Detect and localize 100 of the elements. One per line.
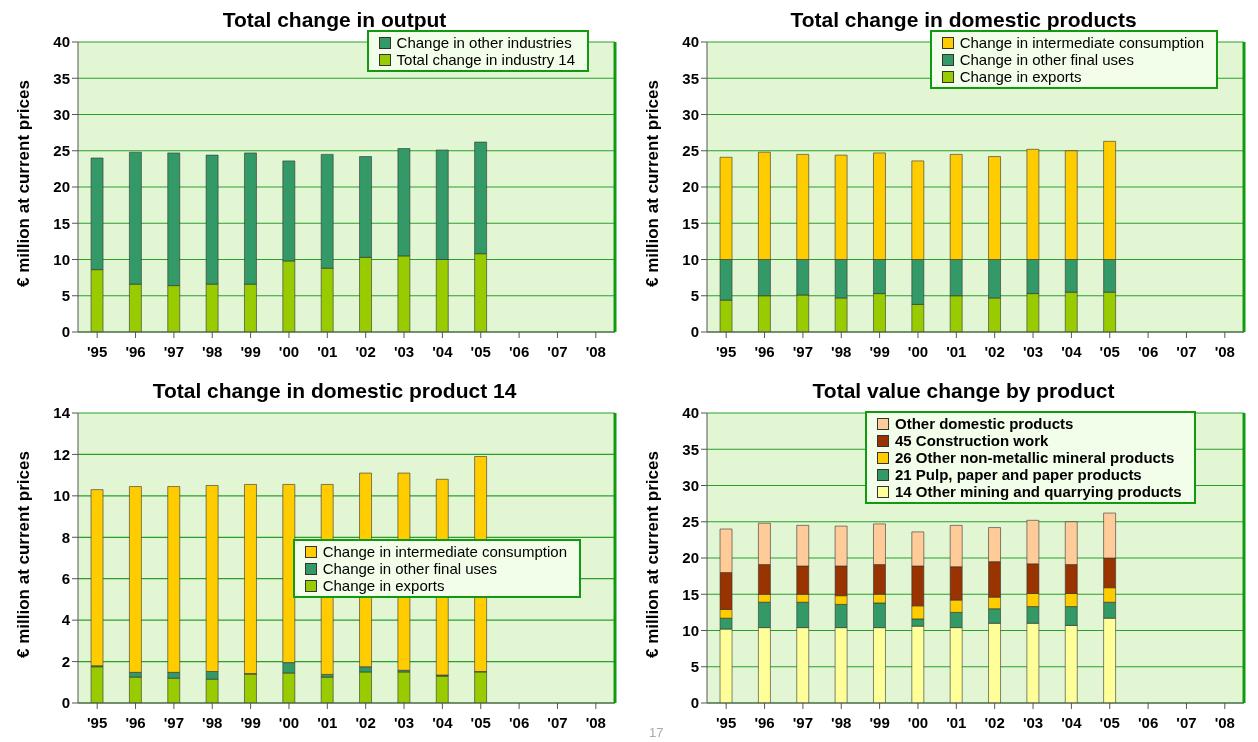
y-tick-label: 0	[61, 694, 70, 712]
x-tick-label: '07	[547, 713, 568, 731]
y-axis-title: € million at current prices	[643, 80, 663, 287]
x-tick-label: '98	[831, 342, 852, 360]
x-tick-label: '96	[125, 342, 146, 360]
y-tick-label: 2	[61, 652, 70, 670]
x-tick-label: '08	[1214, 342, 1235, 360]
x-tick-label: '95	[87, 342, 108, 360]
x-tick-label: '04	[432, 342, 454, 360]
x-tick-label: '99	[869, 713, 890, 731]
legend-label: 21 Pulp, paper and paper products	[894, 466, 1143, 483]
legend-label: 45 Construction work	[894, 432, 1050, 449]
x-tick-label: '02	[355, 713, 376, 731]
x-tick-label: '99	[869, 342, 890, 360]
y-tick-label: 20	[682, 178, 699, 196]
x-tick-label: '03	[393, 713, 415, 731]
y-tick-label: 30	[682, 476, 699, 494]
legend-label: Change in exports	[321, 577, 446, 594]
y-tick-label: 0	[61, 323, 70, 341]
legend-label: Change in other final uses	[958, 51, 1135, 68]
x-tick-label: '04	[1061, 342, 1083, 360]
y-tick-label: 25	[682, 142, 699, 160]
y-tick-label: 40	[682, 404, 699, 422]
x-tick-label: '95	[716, 342, 737, 360]
y-tick-label: 5	[61, 287, 70, 305]
x-tick-label: '99	[240, 342, 261, 360]
legend-label: Change in other industries	[395, 34, 573, 51]
y-tick-label: 10	[682, 250, 699, 268]
legend-label: Change in other final uses	[321, 560, 498, 577]
x-tick-label: '00	[907, 713, 929, 731]
y-tick-label: 10	[682, 621, 699, 639]
x-tick-label: '95	[87, 713, 108, 731]
y-tick-label: 10	[53, 250, 70, 268]
x-tick-label: '08	[585, 713, 606, 731]
y-tick-label: 8	[61, 528, 70, 546]
legend-label: Change in intermediate consumption	[321, 543, 567, 560]
chart-title: Total change in domestic products	[790, 8, 1137, 31]
x-tick-label: '96	[754, 713, 775, 731]
legend-label: 26 Other non-metallic mineral products	[894, 449, 1176, 466]
y-tick-label: 15	[682, 214, 699, 232]
y-tick-label: 20	[53, 178, 70, 196]
x-tick-label: '01	[946, 713, 967, 731]
x-tick-label: '01	[317, 342, 338, 360]
x-tick-label: '97	[792, 342, 814, 360]
x-tick-label: '02	[984, 342, 1005, 360]
x-tick-label: '05	[470, 713, 491, 731]
y-axis-title: € million at current prices	[14, 451, 34, 658]
y-tick-label: 4	[61, 611, 71, 629]
x-tick-label: '05	[1099, 342, 1120, 360]
legend-label: 14 Other mining and quarrying products	[894, 483, 1182, 500]
x-tick-label: '97	[163, 713, 185, 731]
y-tick-label: 35	[682, 440, 699, 458]
x-tick-label: '03	[1022, 342, 1044, 360]
y-tick-label: 6	[61, 570, 70, 588]
x-tick-label: '06	[508, 342, 530, 360]
y-tick-label: 35	[53, 69, 70, 87]
y-tick-label: 12	[53, 445, 70, 463]
x-tick-label: '05	[1099, 713, 1120, 731]
y-tick-label: 10	[53, 487, 70, 505]
y-tick-label: 35	[682, 69, 699, 87]
x-tick-label: '97	[163, 342, 185, 360]
legend-label: Total change in industry 14	[395, 51, 575, 68]
x-tick-label: '98	[831, 713, 852, 731]
x-tick-label: '98	[202, 713, 223, 731]
y-axis-title: € million at current prices	[14, 80, 34, 287]
x-tick-label: '98	[202, 342, 223, 360]
x-tick-label: '02	[984, 713, 1005, 731]
x-tick-label: '07	[1176, 342, 1197, 360]
y-tick-label: 30	[53, 105, 70, 123]
x-tick-label: '06	[508, 713, 530, 731]
x-tick-label: '99	[240, 713, 261, 731]
x-tick-label: '95	[716, 713, 737, 731]
chart-title: Total change in output	[222, 8, 447, 31]
y-tick-label: 5	[690, 287, 699, 305]
legend-label: Other domestic products	[894, 415, 1075, 432]
x-tick-label: '07	[547, 342, 568, 360]
x-tick-label: '05	[470, 342, 491, 360]
x-tick-label: '08	[585, 342, 606, 360]
legend-label: Change in intermediate consumption	[958, 34, 1204, 51]
y-tick-label: 0	[690, 323, 699, 341]
text: 17	[649, 725, 664, 740]
x-tick-label: '03	[393, 342, 415, 360]
x-tick-label: '04	[1061, 713, 1083, 731]
y-tick-label: 40	[682, 33, 699, 51]
x-tick-label: '07	[1176, 713, 1197, 731]
x-tick-label: '08	[1214, 713, 1235, 731]
y-tick-label: 14	[53, 404, 71, 422]
x-tick-label: '02	[355, 342, 376, 360]
y-tick-label: 25	[682, 513, 699, 531]
x-tick-label: '96	[754, 342, 775, 360]
y-tick-label: 5	[690, 658, 699, 676]
legend-label: Change in exports	[958, 68, 1083, 85]
y-tick-label: 25	[53, 142, 70, 160]
x-tick-label: '04	[432, 713, 454, 731]
x-tick-label: '06	[1137, 342, 1159, 360]
x-tick-label: '96	[125, 713, 146, 731]
y-tick-label: 30	[682, 105, 699, 123]
chart-title: Total change in domestic product 14	[152, 379, 517, 402]
y-tick-label: 40	[53, 33, 70, 51]
x-tick-label: '06	[1137, 713, 1159, 731]
